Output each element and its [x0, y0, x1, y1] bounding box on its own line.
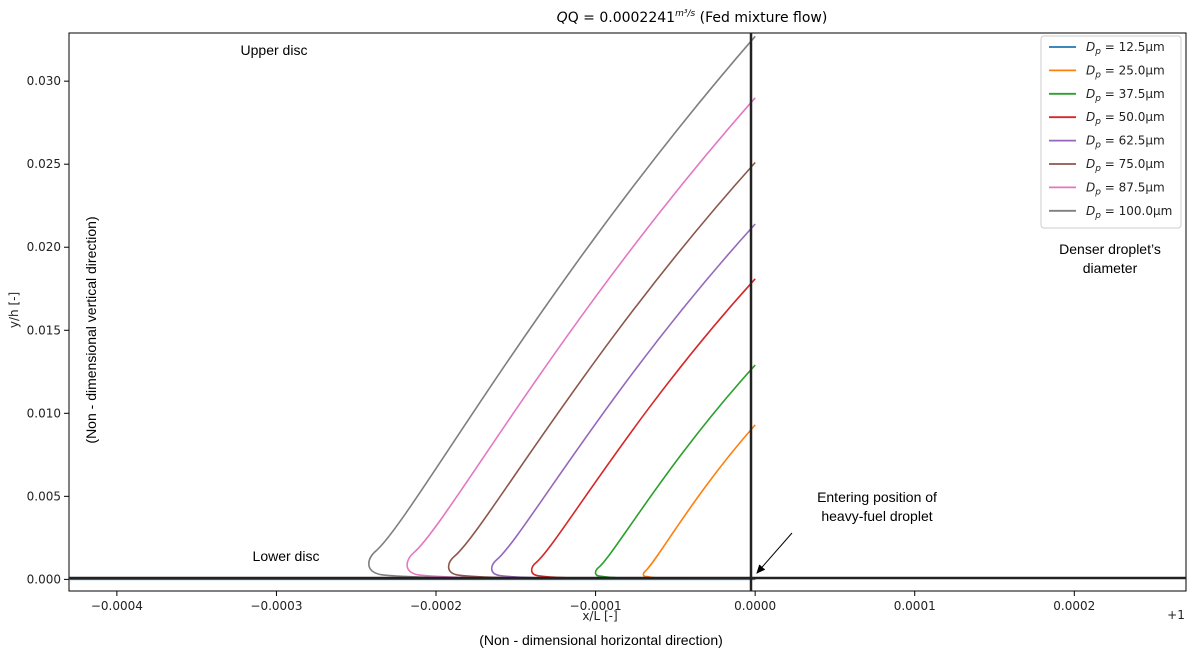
- legend-label: Dp = 50.0μm: [1086, 110, 1165, 127]
- legend-label: Dp = 100.0μm: [1086, 204, 1172, 221]
- entering-label-line1: Entering position of: [817, 489, 937, 505]
- horizontal-direction-label: (Non - dimensional horizontal direction): [479, 632, 723, 648]
- plot-frame: [68, 32, 1187, 592]
- entering-arrow: [756, 532, 793, 574]
- denser-label-line1: Denser droplet’s: [1059, 241, 1161, 257]
- x-tick-label: −0.0004: [91, 599, 143, 613]
- series-line: [530, 278, 756, 580]
- axis-ticks: −0.0004 −0.0003 −0.0002 −0.0001 0.0000 0.0001…: [27, 74, 1096, 613]
- x-tick-label: 0.0001: [894, 599, 936, 613]
- upper-disc-label: Upper disc: [241, 42, 308, 58]
- denser-label-line2: diameter: [1083, 260, 1138, 276]
- legend: Dp = 12.5μm Dp = 25.0μm Dp = 37.5μm Dp = 50…: [1040, 35, 1182, 229]
- vertical-direction-label: (Non - dimensional vertical direction): [83, 216, 99, 443]
- y-tick-label: 0.020: [27, 240, 61, 254]
- legend-box: [1040, 35, 1182, 229]
- entering-label-line2: heavy-fuel droplet: [821, 508, 932, 524]
- y-axis-label: y/h [-]: [7, 292, 21, 328]
- series-line: [447, 161, 756, 580]
- legend-label: Dp = 75.0μm: [1086, 157, 1165, 174]
- x-tick-label: −0.0001: [570, 599, 622, 613]
- legend-label: Dp = 25.0μm: [1086, 63, 1165, 80]
- series-line: [490, 223, 756, 580]
- x-offset-label: +1: [1167, 608, 1185, 622]
- title-formula: Q = 0.0002241: [568, 10, 675, 26]
- y-tick-label: 0.005: [27, 489, 61, 503]
- x-tick-label: −0.0002: [410, 599, 462, 613]
- y-tick-label: 0.030: [27, 74, 61, 88]
- x-axis-label: x/L [-]: [582, 609, 617, 623]
- legend-label: Dp = 87.5μm: [1086, 180, 1165, 197]
- y-tick-label: 0.000: [27, 572, 61, 586]
- series-group: [69, 35, 756, 581]
- x-tick-label: 0.0002: [1053, 599, 1095, 613]
- legend-label: Dp = 62.5μm: [1086, 134, 1165, 151]
- y-tick-label: 0.025: [27, 157, 61, 171]
- lower-disc-label: Lower disc: [253, 548, 320, 564]
- legend-label: Dp = 37.5μm: [1086, 87, 1165, 104]
- y-tick-label: 0.010: [27, 406, 61, 420]
- legend-label: Dp = 12.5μm: [1086, 40, 1165, 57]
- series-line: [594, 364, 756, 580]
- title-suffix: (Fed mixture flow): [700, 10, 828, 26]
- y-tick-label: 0.015: [27, 323, 61, 337]
- series-line: [642, 424, 756, 580]
- x-tick-label: 0.0000: [734, 599, 776, 613]
- title-units: m³/s: [675, 9, 695, 19]
- chart-title: QQ = 0.0002241m³/s (Fed mixture flow): [557, 9, 828, 26]
- x-tick-label: −0.0003: [250, 599, 302, 613]
